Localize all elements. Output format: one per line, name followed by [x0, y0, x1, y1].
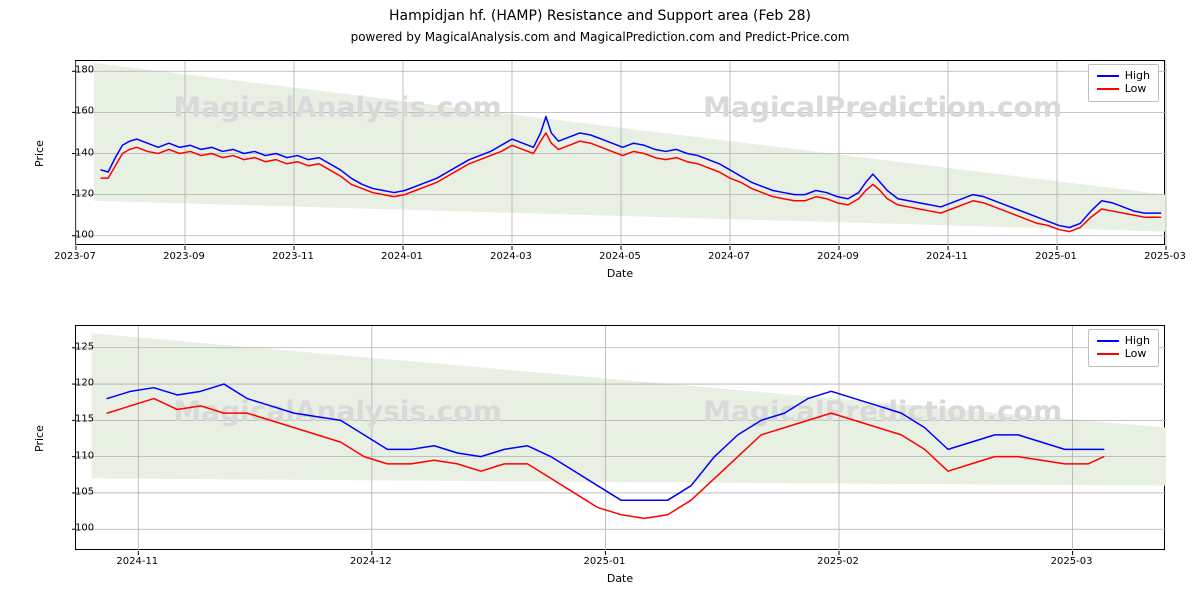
y-tick-label: 100	[75, 229, 81, 240]
x-tick-label: 2025-01	[1035, 245, 1077, 262]
chart-subtitle: powered by MagicalAnalysis.com and Magic…	[0, 30, 1200, 44]
legend-label: Low	[1125, 347, 1147, 360]
legend-label: High	[1125, 334, 1150, 347]
legend-item: High	[1097, 334, 1150, 347]
x-tick-label: 2025-03	[1051, 550, 1093, 567]
top-panel-svg: MagicalAnalysis.com MagicalPrediction.com	[76, 61, 1166, 246]
top-legend: HighLow	[1088, 64, 1159, 102]
legend-item: Low	[1097, 82, 1150, 95]
x-tick-label: 2024-11	[926, 245, 968, 262]
legend-swatch	[1097, 340, 1119, 342]
top-panel: MagicalAnalysis.com MagicalPrediction.com	[75, 60, 1165, 245]
x-tick-label: 2024-07	[708, 245, 750, 262]
legend-item: High	[1097, 69, 1150, 82]
x-tick-label: 2023-11	[272, 245, 314, 262]
chart-title: Hampidjan hf. (HAMP) Resistance and Supp…	[0, 8, 1200, 24]
watermark-text: MagicalAnalysis.com	[173, 395, 501, 428]
x-tick-label: 2024-05	[599, 245, 641, 262]
legend-swatch	[1097, 88, 1119, 90]
x-tick-label: 2024-09	[817, 245, 859, 262]
bottom-panel: MagicalAnalysis.comMagicalPrediction.com	[75, 325, 1165, 550]
legend-label: Low	[1125, 82, 1147, 95]
y-tick-label: 120	[75, 188, 81, 199]
bottom-legend: HighLow	[1088, 329, 1159, 367]
y-tick-label: 160	[75, 106, 81, 117]
y-tick-label: 140	[75, 147, 81, 158]
legend-swatch	[1097, 353, 1119, 355]
bottom-x-axis-label: Date	[75, 572, 1165, 585]
x-tick-label: 2025-01	[584, 550, 626, 567]
x-tick-label: 2024-12	[350, 550, 392, 567]
x-tick-label: 2024-11	[116, 550, 158, 567]
x-tick-label: 2024-01	[381, 245, 423, 262]
x-tick-label: 2025-02	[817, 550, 859, 567]
y-tick-label: 120	[75, 378, 81, 389]
y-tick-label: 180	[75, 65, 81, 76]
bottom-panel-svg: MagicalAnalysis.comMagicalPrediction.com	[76, 326, 1166, 551]
y-tick-label: 110	[75, 450, 81, 461]
top-x-axis-label: Date	[75, 267, 1165, 280]
top-y-axis-label: Price	[33, 140, 46, 167]
x-tick-label: 2023-09	[163, 245, 205, 262]
legend-item: Low	[1097, 347, 1150, 360]
x-tick-label: 2024-03	[490, 245, 532, 262]
support-resistance-area	[94, 63, 1166, 232]
legend-label: High	[1125, 69, 1150, 82]
y-tick-label: 125	[75, 341, 81, 352]
watermark-text: MagicalPrediction.com	[703, 91, 1062, 124]
legend-swatch	[1097, 75, 1119, 77]
x-tick-label: 2023-07	[54, 245, 96, 262]
watermark-text: MagicalAnalysis.com	[173, 91, 501, 124]
x-tick-label: 2025-03	[1144, 245, 1186, 262]
y-tick-label: 100	[75, 523, 81, 534]
y-tick-label: 105	[75, 486, 81, 497]
bottom-y-axis-label: Price	[33, 425, 46, 452]
y-tick-label: 115	[75, 414, 81, 425]
figure: { "title": { "text": "Hampidjan hf. (HAM…	[0, 0, 1200, 600]
